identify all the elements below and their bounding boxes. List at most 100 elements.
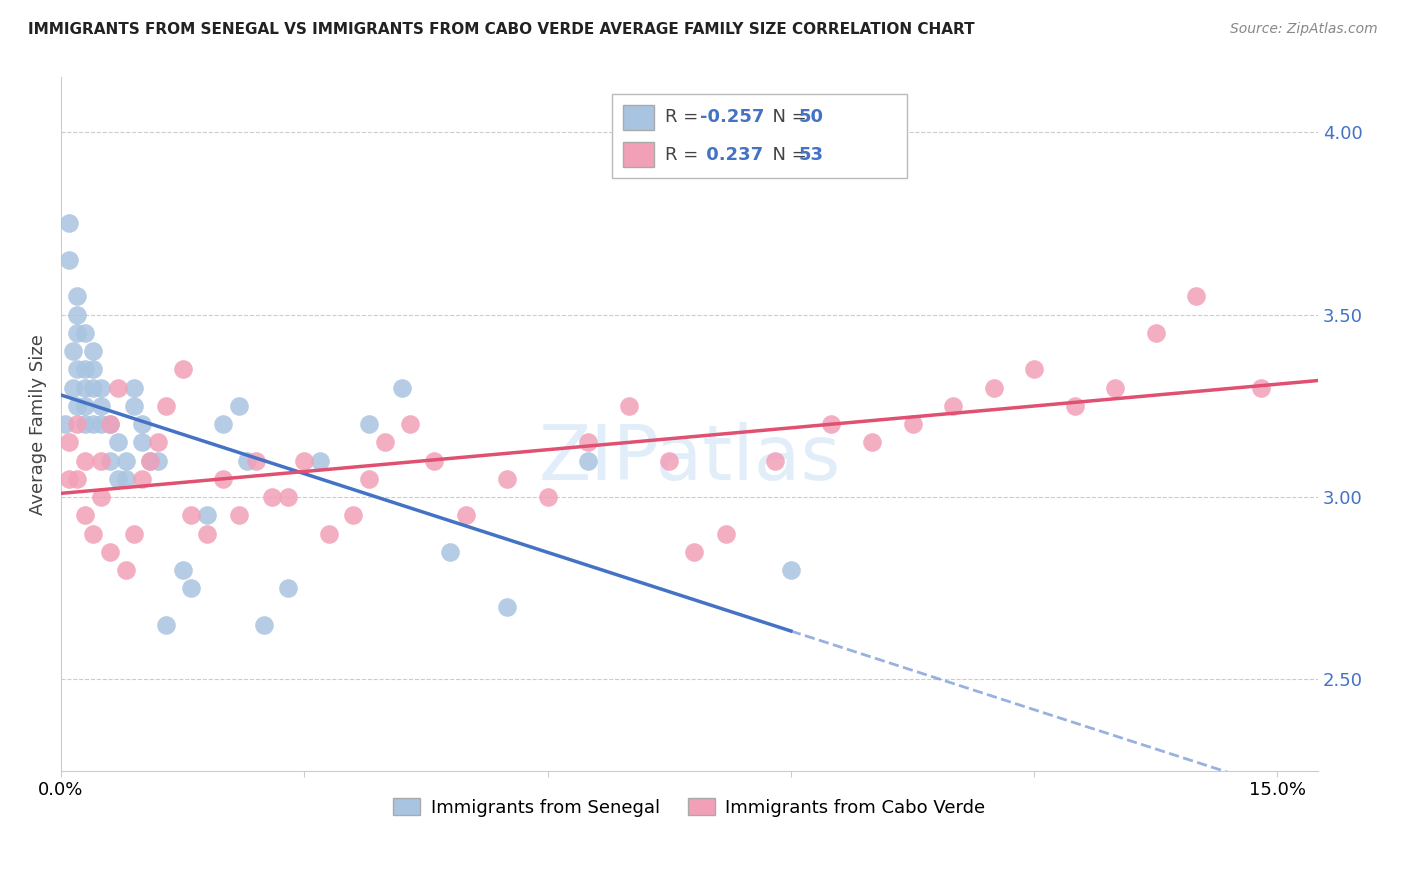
- Point: [90, 399, 112, 413]
- Point: [763, 453, 786, 467]
- Point: [658, 453, 681, 467]
- Point: [423, 453, 446, 467]
- Point: [58, 216, 80, 230]
- Point: [75, 381, 97, 395]
- Point: [779, 563, 801, 577]
- Point: [374, 435, 396, 450]
- Point: [66, 472, 89, 486]
- Point: [122, 381, 145, 395]
- Text: N =: N =: [761, 145, 813, 163]
- Point: [131, 417, 153, 431]
- Point: [398, 417, 420, 431]
- Point: [75, 399, 97, 413]
- Point: [260, 490, 283, 504]
- Point: [139, 453, 162, 467]
- Point: [66, 362, 89, 376]
- Point: [90, 417, 112, 431]
- Point: [58, 435, 80, 450]
- Point: [75, 326, 97, 340]
- Text: Source: ZipAtlas.com: Source: ZipAtlas.com: [1230, 22, 1378, 37]
- Point: [1024, 362, 1046, 376]
- Point: [75, 453, 97, 467]
- Point: [114, 453, 136, 467]
- Point: [66, 289, 89, 303]
- Point: [90, 453, 112, 467]
- Point: [391, 381, 413, 395]
- Point: [983, 381, 1005, 395]
- Point: [901, 417, 924, 431]
- Point: [122, 526, 145, 541]
- Point: [98, 417, 121, 431]
- Point: [90, 490, 112, 504]
- Point: [536, 490, 558, 504]
- Point: [195, 508, 218, 523]
- Point: [318, 526, 340, 541]
- Point: [58, 252, 80, 267]
- Point: [245, 453, 267, 467]
- Text: ZIPatlas: ZIPatlas: [538, 422, 841, 496]
- Text: R =: R =: [665, 109, 704, 127]
- Text: IMMIGRANTS FROM SENEGAL VS IMMIGRANTS FROM CABO VERDE AVERAGE FAMILY SIZE CORREL: IMMIGRANTS FROM SENEGAL VS IMMIGRANTS FR…: [28, 22, 974, 37]
- Point: [496, 472, 519, 486]
- Point: [75, 508, 97, 523]
- Point: [90, 381, 112, 395]
- Point: [228, 399, 250, 413]
- Point: [277, 581, 299, 595]
- Text: -0.257: -0.257: [700, 109, 765, 127]
- Point: [1185, 289, 1208, 303]
- Point: [342, 508, 364, 523]
- Point: [253, 617, 276, 632]
- Point: [148, 453, 170, 467]
- Point: [98, 453, 121, 467]
- Point: [66, 417, 89, 431]
- Point: [155, 399, 177, 413]
- Point: [456, 508, 478, 523]
- Point: [82, 381, 104, 395]
- Point: [131, 435, 153, 450]
- Point: [82, 526, 104, 541]
- Point: [58, 472, 80, 486]
- Point: [496, 599, 519, 614]
- Point: [180, 581, 202, 595]
- Point: [66, 399, 89, 413]
- Point: [122, 399, 145, 413]
- Point: [114, 563, 136, 577]
- Point: [66, 326, 89, 340]
- Point: [155, 617, 177, 632]
- Point: [617, 399, 640, 413]
- Point: [1063, 399, 1085, 413]
- Point: [1144, 326, 1167, 340]
- Point: [359, 417, 381, 431]
- Point: [1104, 381, 1126, 395]
- Point: [942, 399, 965, 413]
- Point: [576, 435, 599, 450]
- Text: 53: 53: [799, 145, 824, 163]
- Point: [148, 435, 170, 450]
- Point: [860, 435, 883, 450]
- Text: N =: N =: [761, 109, 813, 127]
- Point: [66, 308, 89, 322]
- Point: [82, 362, 104, 376]
- Point: [195, 526, 218, 541]
- Point: [292, 453, 315, 467]
- Point: [576, 453, 599, 467]
- Point: [236, 453, 259, 467]
- Point: [820, 417, 842, 431]
- Point: [114, 472, 136, 486]
- Text: R =: R =: [665, 145, 704, 163]
- Point: [212, 472, 235, 486]
- Point: [131, 472, 153, 486]
- Point: [107, 381, 129, 395]
- Point: [180, 508, 202, 523]
- Point: [277, 490, 299, 504]
- Point: [714, 526, 737, 541]
- Point: [62, 344, 84, 359]
- Point: [359, 472, 381, 486]
- Point: [98, 417, 121, 431]
- Point: [62, 381, 84, 395]
- Point: [82, 344, 104, 359]
- Point: [98, 545, 121, 559]
- Text: 50: 50: [799, 109, 824, 127]
- Point: [172, 563, 194, 577]
- Point: [53, 417, 76, 431]
